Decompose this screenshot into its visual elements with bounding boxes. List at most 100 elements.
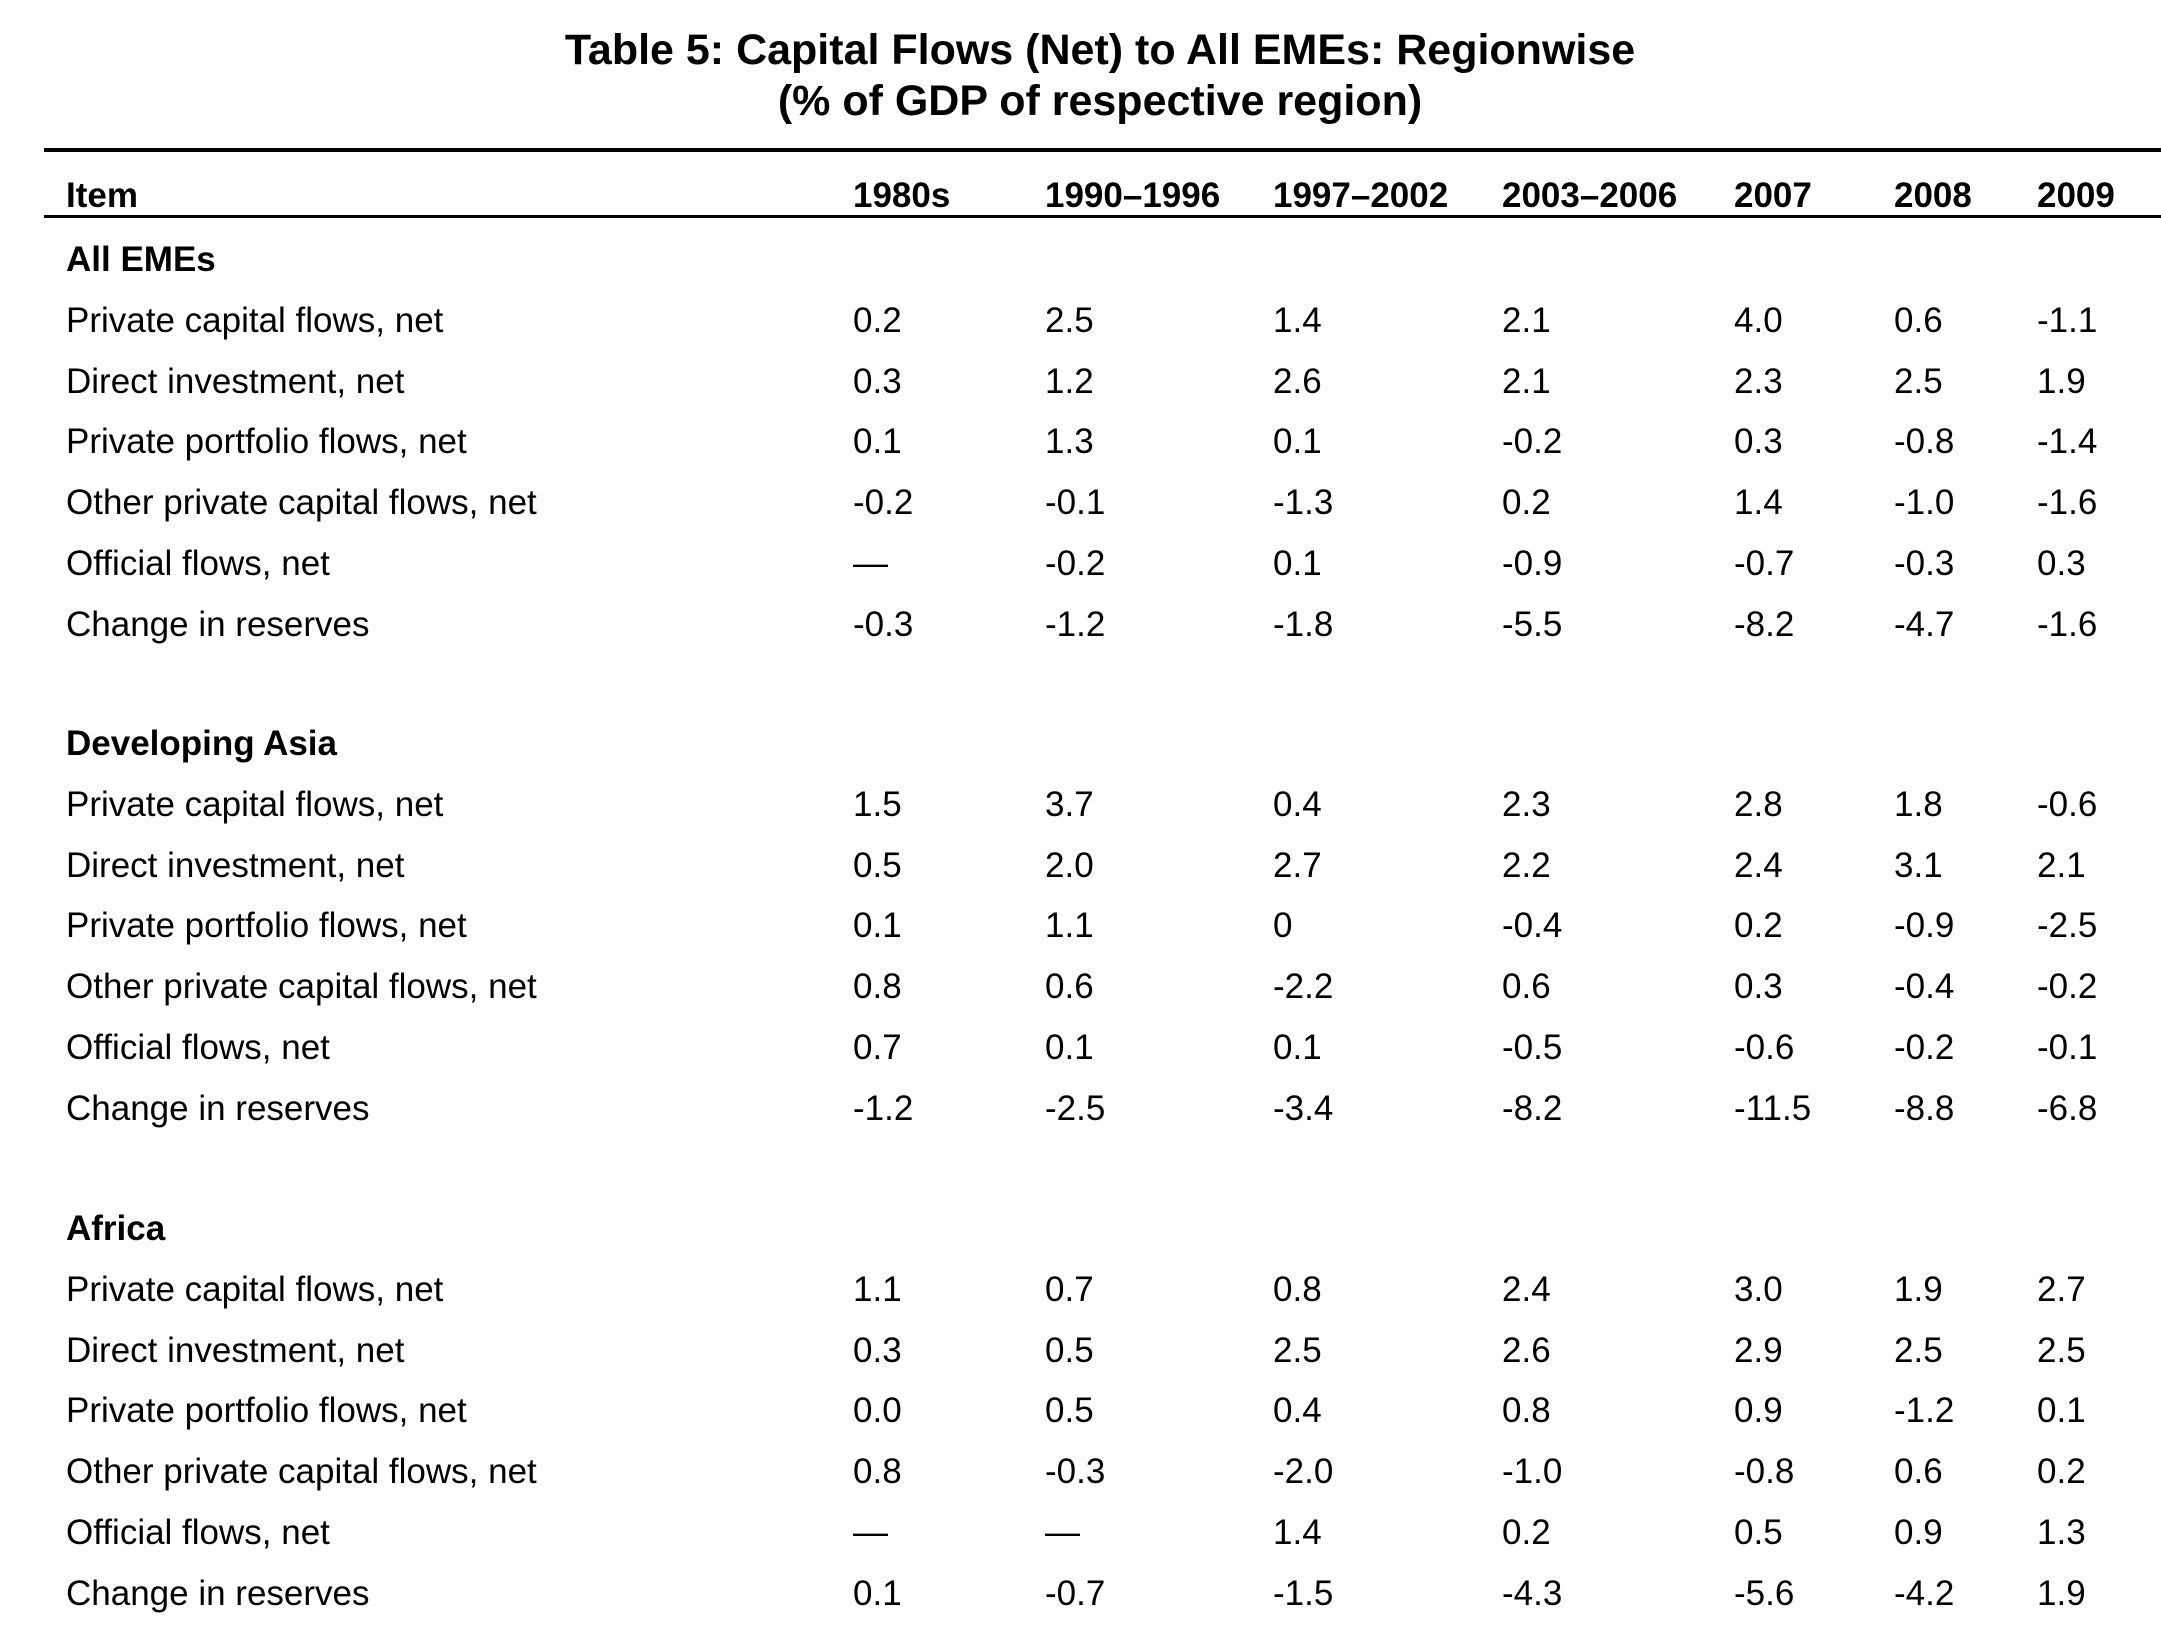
table-cell-value: -5.6: [1734, 1574, 1795, 1613]
table-cell-value: -2.5: [2037, 906, 2098, 945]
table-cell-value: -0.8: [1894, 422, 1955, 461]
column-header-period: 2009: [2037, 176, 2115, 215]
table-cell-value: -8.2: [1734, 605, 1795, 644]
column-header-period: 2007: [1734, 176, 1812, 215]
table-cell-value: 0.1: [1273, 1028, 1322, 1067]
table-cell-value: 0.8: [1502, 1391, 1551, 1430]
table-cell-value: 0.2: [1502, 483, 1551, 522]
table-cell-value: 0.3: [1734, 967, 1783, 1006]
table-cell-value: 0.6: [1502, 967, 1551, 1006]
table-cell-value: 0.1: [2037, 1391, 2086, 1430]
table-cell-value: -1.4: [2037, 422, 2098, 461]
table-cell-value: 2.4: [1734, 846, 1783, 885]
table-cell-value: -8.8: [1894, 1089, 1955, 1128]
table-cell-value: 2.6: [1502, 1331, 1551, 1370]
table-cell-value: -0.3: [1894, 544, 1955, 583]
table-cell-value: -1.6: [2037, 483, 2098, 522]
table-cell-value: -0.4: [1502, 906, 1563, 945]
table-cell-value: 0.3: [1734, 422, 1783, 461]
table-cell-value: -0.2: [2037, 967, 2098, 1006]
table-cell-value: 2.5: [1045, 301, 1094, 340]
column-header-period: 2008: [1894, 176, 1972, 215]
table-cell-value: -0.6: [1734, 1028, 1795, 1067]
row-label: Private capital flows, net: [66, 301, 444, 340]
table-cell-value: -0.3: [1045, 1452, 1106, 1491]
table-cell-value: 1.3: [1045, 422, 1094, 461]
table-cell-value: 0.8: [1273, 1270, 1322, 1309]
table-cell-value: 2.9: [1734, 1331, 1783, 1370]
table-cell-value: -0.7: [1045, 1574, 1106, 1613]
table-cell-value: -1.2: [1045, 605, 1106, 644]
table-cell-value: 0.5: [1045, 1391, 1094, 1430]
table-cell-value: 3.0: [1734, 1270, 1783, 1309]
table-cell-value: -5.5: [1502, 605, 1563, 644]
table-cell-value: 0.2: [2037, 1452, 2086, 1491]
table-cell-value: 2.0: [1045, 846, 1094, 885]
table-cell-value: -0.8: [1734, 1452, 1795, 1491]
table-cell-value: 2.5: [2037, 1331, 2086, 1370]
table-cell-value: 0.5: [853, 846, 902, 885]
table-cell-value: 0: [1273, 906, 1293, 945]
table-cell-value: 1.9: [1894, 1270, 1943, 1309]
row-label: Change in reserves: [66, 1574, 370, 1613]
section-heading: All EMEs: [66, 240, 216, 279]
table-cell-value: -1.3: [1273, 483, 1334, 522]
table-cell-value: —: [853, 544, 888, 583]
row-label: Private portfolio flows, net: [66, 1391, 467, 1430]
table-cell-value: -1.2: [853, 1089, 914, 1128]
table-cell-value: —: [1045, 1513, 1080, 1552]
table-cell-value: 0.1: [853, 906, 902, 945]
table-cell-value: 0.8: [853, 1452, 902, 1491]
table-cell-value: -0.1: [1045, 483, 1106, 522]
table-cell-value: 2.5: [1894, 362, 1943, 401]
table-cell-value: 0.8: [853, 967, 902, 1006]
table-cell-value: 2.4: [1502, 1270, 1551, 1309]
row-label: Private capital flows, net: [66, 785, 444, 824]
table-cell-value: -11.5: [1734, 1089, 1812, 1128]
table-cell-value: -1.0: [1894, 483, 1955, 522]
table-cell-value: -0.2: [1502, 422, 1563, 461]
table-cell-value: 1.1: [1045, 906, 1094, 945]
column-header-period: 1980s: [853, 176, 951, 215]
table-cell-value: 0.9: [1894, 1513, 1943, 1552]
column-header-item: Item: [66, 176, 138, 215]
table-cell-value: -2.0: [1273, 1452, 1334, 1491]
row-label: Official flows, net: [66, 1028, 330, 1067]
table-cell-value: -0.2: [853, 483, 914, 522]
table-cell-value: -1.1: [2037, 301, 2098, 340]
table-cell-value: 2.5: [1894, 1331, 1943, 1370]
table-cell-value: 1.2: [1045, 362, 1094, 401]
table-cell-value: -1.5: [1273, 1574, 1334, 1613]
table-title: Table 5: Capital Flows (Net) to All EMEs…: [564, 26, 1636, 74]
table-cell-value: 0.1: [1273, 544, 1322, 583]
table-cell-value: 0.7: [853, 1028, 902, 1067]
table-cell-value: 0.3: [853, 362, 902, 401]
table-cell-value: 0.2: [853, 301, 902, 340]
table-cell-value: 1.1: [853, 1270, 902, 1309]
table-cell-value: 2.3: [1734, 362, 1783, 401]
table-subtitle: (% of GDP of respective region): [777, 77, 1423, 125]
table-cell-value: -1.2: [1894, 1391, 1955, 1430]
table-cell-value: 0.2: [1734, 906, 1783, 945]
table-cell-value: -3.4: [1273, 1089, 1334, 1128]
table-cell-value: 1.4: [1273, 1513, 1322, 1552]
table-cell-value: -0.7: [1734, 544, 1795, 583]
section-heading: Developing Asia: [66, 724, 337, 763]
table-cell-value: 2.5: [1273, 1331, 1322, 1370]
table-cell-value: -4.2: [1894, 1574, 1955, 1613]
column-header-period: 1990–1996: [1045, 176, 1221, 215]
table-cell-value: -0.2: [1045, 544, 1106, 583]
table-cell-value: 2.1: [1502, 301, 1551, 340]
table-cell-value: 2.2: [1502, 846, 1551, 885]
table-cell-value: 0.4: [1273, 785, 1322, 824]
table-cell-value: 3.7: [1045, 785, 1094, 824]
row-label: Other private capital flows, net: [66, 483, 537, 522]
table-cell-value: -4.7: [1894, 605, 1955, 644]
table-cell-value: 1.4: [1734, 483, 1783, 522]
table-cell-value: -0.1: [2037, 1028, 2098, 1067]
table-cell-value: 2.7: [2037, 1270, 2086, 1309]
table-cell-value: 0.4: [1273, 1391, 1322, 1430]
table-cell-value: 0.1: [853, 422, 902, 461]
table-cell-value: 0.1: [1045, 1028, 1094, 1067]
table-cell-value: 0.1: [853, 1574, 902, 1613]
